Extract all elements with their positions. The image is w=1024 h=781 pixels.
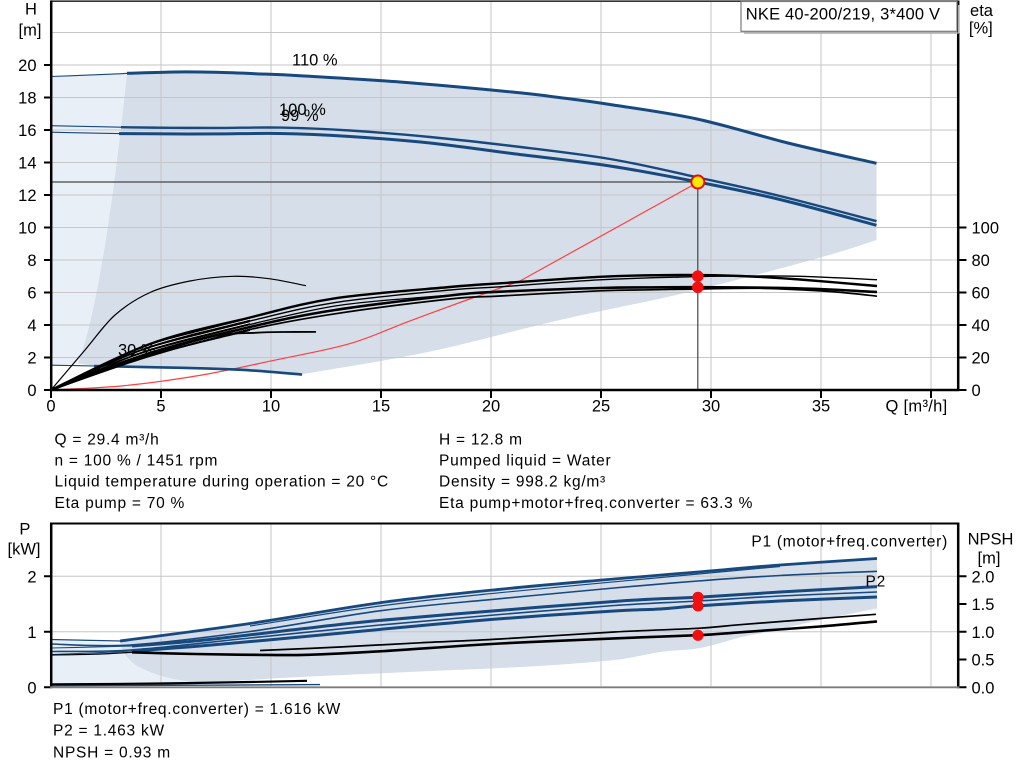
svg-text:10: 10	[18, 220, 36, 238]
svg-text:110 %: 110 %	[292, 52, 338, 70]
svg-text:4: 4	[27, 317, 36, 335]
svg-text:[m]: [m]	[19, 21, 42, 39]
svg-text:NPSH = 0.93 m: NPSH = 0.93 m	[53, 744, 171, 761]
svg-text:20: 20	[18, 57, 36, 75]
svg-text:P2: P2	[866, 574, 886, 591]
svg-text:Density = 998.2 kg/m³: Density = 998.2 kg/m³	[439, 474, 606, 491]
svg-text:P1 (motor+freq.converter) = 1.: P1 (motor+freq.converter) = 1.616 kW	[53, 701, 341, 718]
svg-text:20: 20	[482, 398, 500, 416]
svg-text:6: 6	[27, 285, 36, 303]
svg-text:n = 100 % / 1451 rpm: n = 100 % / 1451 rpm	[55, 453, 219, 470]
svg-text:0.5: 0.5	[972, 652, 995, 670]
svg-text:2: 2	[27, 568, 36, 586]
svg-text:Q [m³/h]: Q [m³/h]	[886, 398, 948, 416]
svg-text:16: 16	[18, 122, 36, 140]
svg-text:[kW]: [kW]	[8, 541, 41, 559]
svg-text:Eta pump = 70 %: Eta pump = 70 %	[55, 495, 186, 512]
svg-text:12: 12	[18, 187, 36, 205]
svg-text:100: 100	[972, 220, 1000, 238]
svg-text:H = 12.8 m: H = 12.8 m	[439, 431, 523, 448]
svg-text:8: 8	[27, 252, 36, 270]
svg-text:10: 10	[262, 398, 280, 416]
svg-text:18: 18	[18, 90, 36, 108]
svg-text:[%]: [%]	[969, 20, 993, 38]
svg-text:Eta pump+motor+freq.converter: Eta pump+motor+freq.converter = 63.3 %	[439, 495, 753, 512]
svg-text:2.0: 2.0	[972, 568, 995, 586]
svg-text:P2 = 1.463 kW: P2 = 1.463 kW	[53, 723, 165, 740]
svg-text:100 %: 100 %	[279, 101, 326, 119]
svg-text:1: 1	[27, 624, 36, 642]
svg-text:[m]: [m]	[978, 550, 1001, 568]
svg-text:Pumped liquid = Water: Pumped liquid = Water	[439, 453, 611, 470]
svg-text:80: 80	[972, 252, 990, 270]
svg-text:5: 5	[156, 398, 165, 416]
svg-text:40: 40	[972, 317, 990, 335]
svg-text:15: 15	[372, 398, 390, 416]
svg-text:0: 0	[27, 679, 36, 697]
svg-text:NPSH: NPSH	[968, 531, 1014, 549]
svg-text:30 %: 30 %	[118, 341, 156, 359]
svg-text:14: 14	[18, 155, 36, 173]
svg-text:25: 25	[592, 398, 610, 416]
svg-text:0: 0	[972, 382, 981, 400]
svg-text:Liquid temperature during oper: Liquid temperature during operation = 20…	[55, 474, 389, 491]
svg-text:NKE 40-200/219, 3*400 V: NKE 40-200/219, 3*400 V	[746, 6, 941, 24]
svg-text:P1 (motor+freq.converter): P1 (motor+freq.converter)	[751, 534, 948, 551]
svg-text:99 %: 99 %	[281, 107, 319, 125]
svg-text:0.0: 0.0	[972, 679, 995, 697]
svg-text:1.0: 1.0	[972, 624, 995, 642]
svg-text:2: 2	[27, 350, 36, 368]
svg-text:20: 20	[972, 350, 990, 368]
svg-text:Q = 29.4 m³/h: Q = 29.4 m³/h	[55, 431, 160, 448]
svg-text:0: 0	[46, 398, 55, 416]
svg-text:1.5: 1.5	[972, 596, 995, 614]
svg-text:60: 60	[972, 285, 990, 303]
svg-text:eta: eta	[970, 2, 994, 20]
svg-text:P: P	[19, 521, 30, 539]
svg-text:35: 35	[812, 398, 830, 416]
svg-text:H: H	[25, 1, 37, 19]
svg-text:30: 30	[702, 398, 720, 416]
svg-text:0: 0	[27, 382, 36, 400]
